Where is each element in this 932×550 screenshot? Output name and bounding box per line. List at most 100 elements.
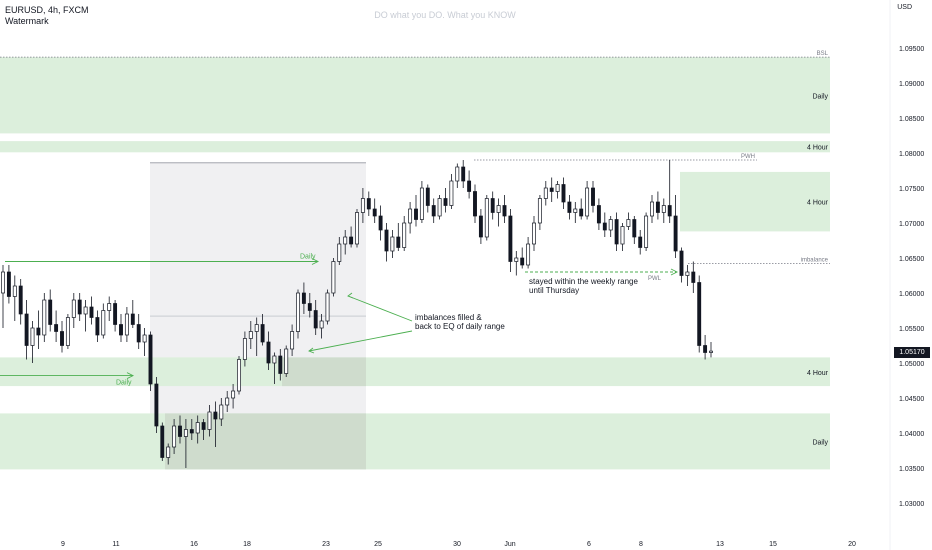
candle-body (237, 359, 241, 392)
zone (0, 141, 830, 153)
candle-body (189, 429, 194, 434)
candle-body (591, 187, 595, 206)
candle-body (396, 236, 401, 248)
symbol-label[interactable]: EURUSD, 4h, FXCM (5, 5, 89, 15)
candle-body (620, 226, 625, 245)
candle-body (549, 187, 554, 192)
candle-body (107, 303, 112, 311)
candle-body (567, 201, 572, 213)
candle-body (113, 303, 118, 325)
watermark-text: DO what you DO. What you KNOW (374, 10, 516, 20)
arrow-head (126, 372, 135, 380)
candle-body (402, 222, 407, 248)
price-tick-label: 1.03500 (899, 466, 924, 473)
price-tick-label: 1.08000 (899, 151, 924, 158)
candle-body (343, 236, 348, 245)
candle-body (124, 313, 129, 336)
candle-body (307, 303, 312, 311)
candle-body (166, 446, 171, 458)
candle-body (561, 184, 566, 203)
time-tick-label: Jun (504, 541, 515, 548)
candle-body (650, 201, 654, 217)
candle-body (349, 236, 354, 245)
candle-body (101, 310, 106, 336)
arrow-head (311, 258, 320, 265)
candle-body (449, 180, 454, 206)
candle-body (508, 215, 513, 262)
zones: Daily 4 Hour 4 Hour 4 Hour Daily (0, 57, 830, 470)
candle-body (272, 355, 277, 364)
levels: BSL PWH imbalance (0, 51, 830, 317)
candle-body (437, 198, 442, 217)
candle-body (366, 198, 371, 210)
candle-body (319, 320, 324, 329)
candle-body (514, 257, 519, 262)
candle-body (473, 191, 477, 217)
candle-body (331, 261, 336, 294)
annotation-line: stayed within the weekly range (529, 277, 639, 286)
candle-body (77, 299, 82, 315)
candle-body (355, 212, 359, 245)
time-tick-label: 23 (322, 541, 330, 548)
level-label: BSL (817, 51, 829, 57)
candle-body (408, 208, 413, 224)
zone-label: 4 Hour (807, 200, 829, 207)
zone (0, 57, 830, 134)
candle-body (60, 331, 64, 346)
candle-body (201, 422, 206, 430)
candle-body (532, 222, 536, 245)
candle-body (231, 390, 236, 399)
last-price-badge: 1.05170 (894, 347, 930, 358)
price-axis: 1.09500 1.09000 1.08500 1.08000 1.07500 1.070… (889, 0, 924, 550)
candle-body (573, 208, 578, 213)
candle-body (490, 198, 495, 213)
candle-body (337, 243, 342, 262)
candle-body (502, 205, 507, 217)
overlap-daily (165, 413, 366, 470)
price-tick-label: 1.08500 (899, 116, 924, 123)
candle-body (219, 404, 224, 420)
price-tick-label: 1.04000 (899, 431, 924, 438)
candle-body (48, 299, 53, 325)
time-tick-label: 6 (587, 541, 591, 548)
level-label: imbalance (801, 258, 829, 264)
candle-body (697, 282, 702, 346)
candle-body (414, 208, 418, 220)
zone (0, 357, 830, 387)
price-tick-label: 1.06000 (899, 291, 924, 298)
candle-body (301, 292, 306, 304)
candle-body (585, 187, 590, 217)
candle-body (638, 236, 643, 248)
time-axis: 9 11 16 18 23 25 30 Jun 6 8 13 15 20 (61, 541, 856, 548)
currency-label[interactable]: USD (897, 4, 912, 11)
candle-body (36, 327, 41, 336)
price-tick-label: 1.05000 (899, 361, 924, 368)
candle-body (242, 338, 247, 360)
annotations: Daily Daily PWL imbalances filled &back to … (0, 254, 679, 387)
candle-body (195, 422, 200, 434)
time-tick-label: 25 (374, 541, 382, 548)
candle-body (667, 205, 672, 217)
candle-body (372, 208, 377, 217)
level-label: PWH (741, 154, 755, 160)
candle-body (461, 166, 466, 182)
price-tick-label: 1.06500 (899, 256, 924, 263)
candle-body (296, 292, 300, 332)
candle-body (467, 180, 472, 192)
candle-body (12, 285, 17, 297)
candle-body (596, 205, 601, 224)
candle-body (1, 271, 5, 294)
candle-body (443, 198, 448, 206)
zone-label: 4 Hour (807, 370, 829, 377)
candle-body (602, 222, 607, 231)
candle-body (178, 425, 182, 437)
annotation-line: imbalances filled & (415, 313, 482, 322)
candle-body (83, 306, 88, 315)
candle-body (543, 187, 548, 199)
candle-body (30, 327, 35, 346)
candle-body (390, 236, 395, 252)
candle-body (254, 324, 259, 332)
candle-body (679, 250, 684, 276)
candle-body (313, 310, 318, 329)
candle-body (455, 166, 460, 182)
